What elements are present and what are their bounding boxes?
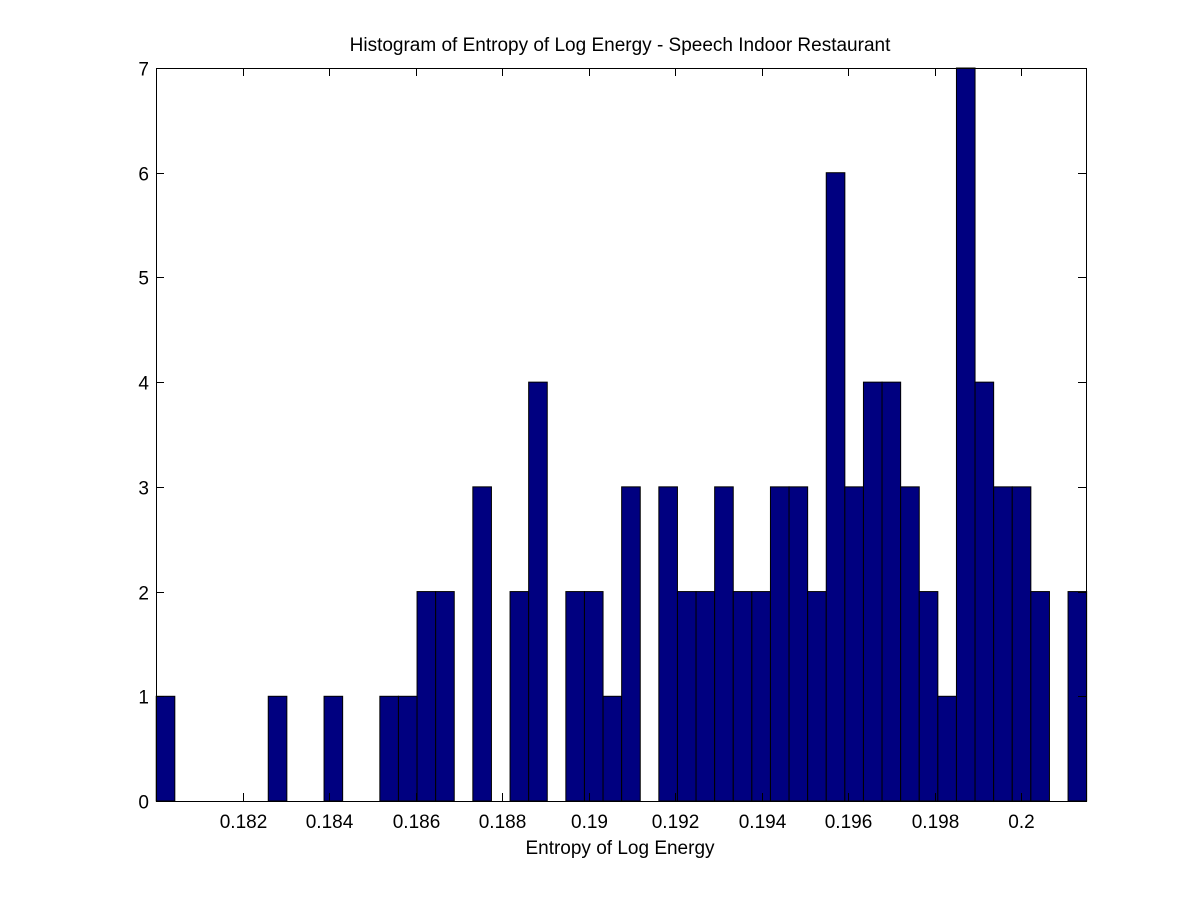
y-tick-label: 2 bbox=[138, 584, 149, 605]
y-tick-label: 0 bbox=[138, 793, 149, 814]
histogram-bar bbox=[435, 591, 455, 802]
x-axis-ticks: 0.182 0.184 0.186 0.188 0.19 0.192 0.194 0.196 0… bbox=[220, 68, 1035, 833]
histogram-bar bbox=[155, 695, 176, 802]
histogram-bar bbox=[509, 591, 530, 802]
histogram-bar bbox=[955, 67, 976, 802]
histogram-bar bbox=[937, 695, 957, 802]
axes-frame bbox=[156, 68, 1087, 802]
x-tick-label: 0.184 bbox=[306, 812, 354, 833]
histogram-bar bbox=[695, 591, 716, 802]
y-axis-ticks: 0 1 2 3 4 5 6 7 bbox=[138, 60, 1086, 814]
histogram-bar bbox=[788, 486, 809, 802]
histogram-bar bbox=[602, 695, 623, 802]
histogram-bar bbox=[900, 486, 920, 802]
histogram-bar bbox=[472, 486, 492, 802]
histogram-bar bbox=[658, 486, 678, 802]
x-axis-title: Entropy of Log Energy bbox=[525, 838, 715, 859]
histogram-bar bbox=[769, 486, 790, 802]
x-tick-label: 0.182 bbox=[220, 812, 268, 833]
histogram-bar bbox=[676, 591, 697, 802]
histogram-bar bbox=[993, 486, 1013, 802]
histogram-bar bbox=[528, 381, 548, 802]
histogram-bar bbox=[1030, 591, 1050, 802]
histogram-bar bbox=[732, 591, 753, 802]
chart-title: Histogram of Entropy of Log Energy - Spe… bbox=[350, 35, 891, 56]
histogram-bar bbox=[807, 591, 827, 802]
x-tick-label: 0.196 bbox=[825, 812, 873, 833]
histogram-bar bbox=[714, 486, 734, 802]
y-tick-label: 1 bbox=[138, 688, 149, 709]
x-tick-label: 0.2 bbox=[1008, 812, 1034, 833]
histogram-bar bbox=[844, 486, 864, 802]
y-tick-label: 7 bbox=[138, 60, 149, 81]
bars-group bbox=[155, 67, 1088, 802]
x-tick-label: 0.198 bbox=[912, 812, 960, 833]
histogram-bar bbox=[862, 381, 883, 802]
x-tick-label: 0.186 bbox=[393, 812, 441, 833]
y-tick-label: 5 bbox=[138, 269, 149, 290]
x-tick-label: 0.19 bbox=[571, 812, 608, 833]
histogram-bar bbox=[751, 591, 771, 802]
plot-area bbox=[156, 68, 1086, 801]
histogram-bar bbox=[565, 591, 585, 802]
histogram-bar bbox=[881, 381, 902, 802]
histogram-bar bbox=[918, 591, 939, 802]
histogram-bar bbox=[583, 591, 604, 802]
x-tick-label: 0.192 bbox=[652, 812, 700, 833]
histogram-bar bbox=[416, 591, 437, 802]
y-tick-label: 4 bbox=[138, 374, 149, 395]
x-tick-label: 0.188 bbox=[479, 812, 527, 833]
histogram-bar bbox=[1011, 486, 1032, 802]
histogram-bar bbox=[974, 381, 995, 802]
histogram-bar bbox=[379, 695, 399, 802]
histogram-bar bbox=[323, 695, 344, 802]
histogram-bar bbox=[267, 695, 288, 802]
y-tick-label: 3 bbox=[138, 479, 149, 500]
histogram-bar bbox=[397, 695, 418, 802]
histogram-bar bbox=[621, 486, 641, 802]
y-tick-label: 6 bbox=[138, 165, 149, 186]
histogram-bar bbox=[825, 172, 846, 802]
x-tick-label: 0.194 bbox=[739, 812, 787, 833]
